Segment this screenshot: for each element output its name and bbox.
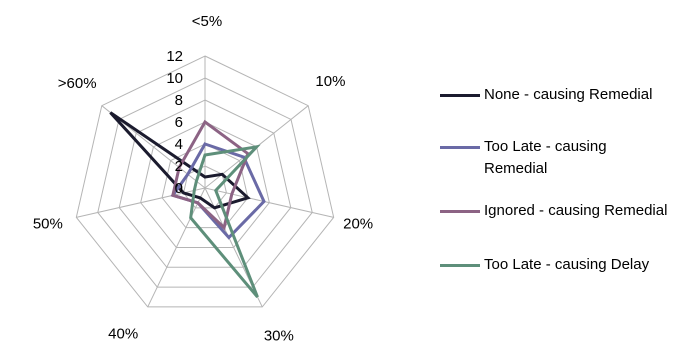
legend-item: Ignored - causing Remedial	[440, 200, 672, 222]
legend-swatch	[440, 146, 480, 149]
legend-item: Too Late - causing Delay	[440, 254, 672, 276]
category-label: 40%	[108, 326, 138, 343]
category-label: 20%	[343, 215, 373, 232]
category-label: 30%	[264, 328, 294, 345]
tick-label: 0	[175, 180, 183, 197]
radar-spokes	[76, 56, 333, 307]
category-label: >60%	[58, 75, 97, 92]
tick-label: 12	[166, 48, 183, 65]
legend-item: None - causing Remedial	[440, 84, 672, 106]
tick-label: 2	[175, 158, 183, 175]
tick-label: 6	[175, 114, 183, 131]
radar-chart: <5% 10% 20% 30% 40% 50% >60% 0 2 4 6 8 10 12	[0, 0, 440, 347]
tick-label: 4	[175, 136, 183, 153]
legend-swatch	[440, 210, 480, 213]
legend-label: Too Late - causing Remedial	[484, 136, 672, 180]
legend-swatch	[440, 94, 480, 97]
legend-swatch	[440, 264, 480, 267]
tick-label: 8	[175, 92, 183, 109]
legend-label: Too Late - causing Delay	[484, 254, 672, 276]
tick-label: 10	[166, 70, 183, 87]
category-label: <5%	[192, 13, 222, 30]
category-labels: <5% 10% 20% 30% 40% 50% >60%	[33, 13, 373, 345]
legend-label: None - causing Remedial	[484, 84, 672, 106]
legend-item: Too Late - causing Remedial	[440, 136, 672, 180]
category-label: 50%	[33, 215, 63, 232]
legend-label: Ignored - causing Remedial	[484, 200, 672, 222]
category-label: 10%	[315, 73, 345, 90]
